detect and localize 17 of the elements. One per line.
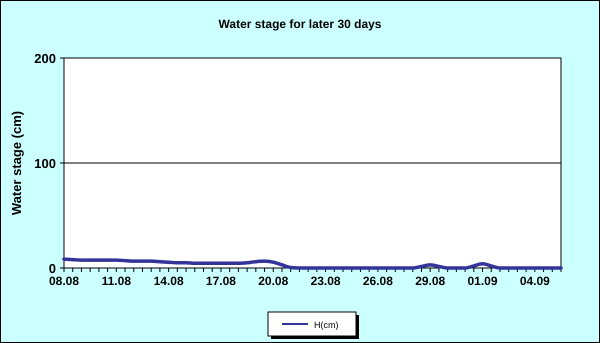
y-tick-label: 0 — [48, 261, 56, 276]
chart-title: Water stage for later 30 days — [218, 17, 382, 31]
x-tick-label: 01.09 — [468, 274, 498, 288]
x-tick-label: 29.08 — [415, 274, 446, 288]
x-tick-label: 23.08 — [310, 274, 341, 288]
x-tick-label: 20.08 — [258, 274, 289, 288]
y-tick-label: 200 — [34, 51, 56, 66]
y-axis-title: Water stage (cm) — [9, 110, 24, 216]
x-tick-label: 08.08 — [48, 274, 80, 288]
line-series — [62, 257, 563, 270]
legend-label: H(cm) — [314, 320, 338, 330]
x-tick-label: 26.08 — [362, 274, 394, 288]
x-tick-label: 17.08 — [206, 274, 236, 288]
y-tick-label: 100 — [34, 156, 56, 171]
x-tick-label: 11.08 — [102, 274, 132, 288]
x-tick-label: 14.08 — [154, 274, 184, 288]
x-tick-label: 04.09 — [520, 274, 550, 288]
